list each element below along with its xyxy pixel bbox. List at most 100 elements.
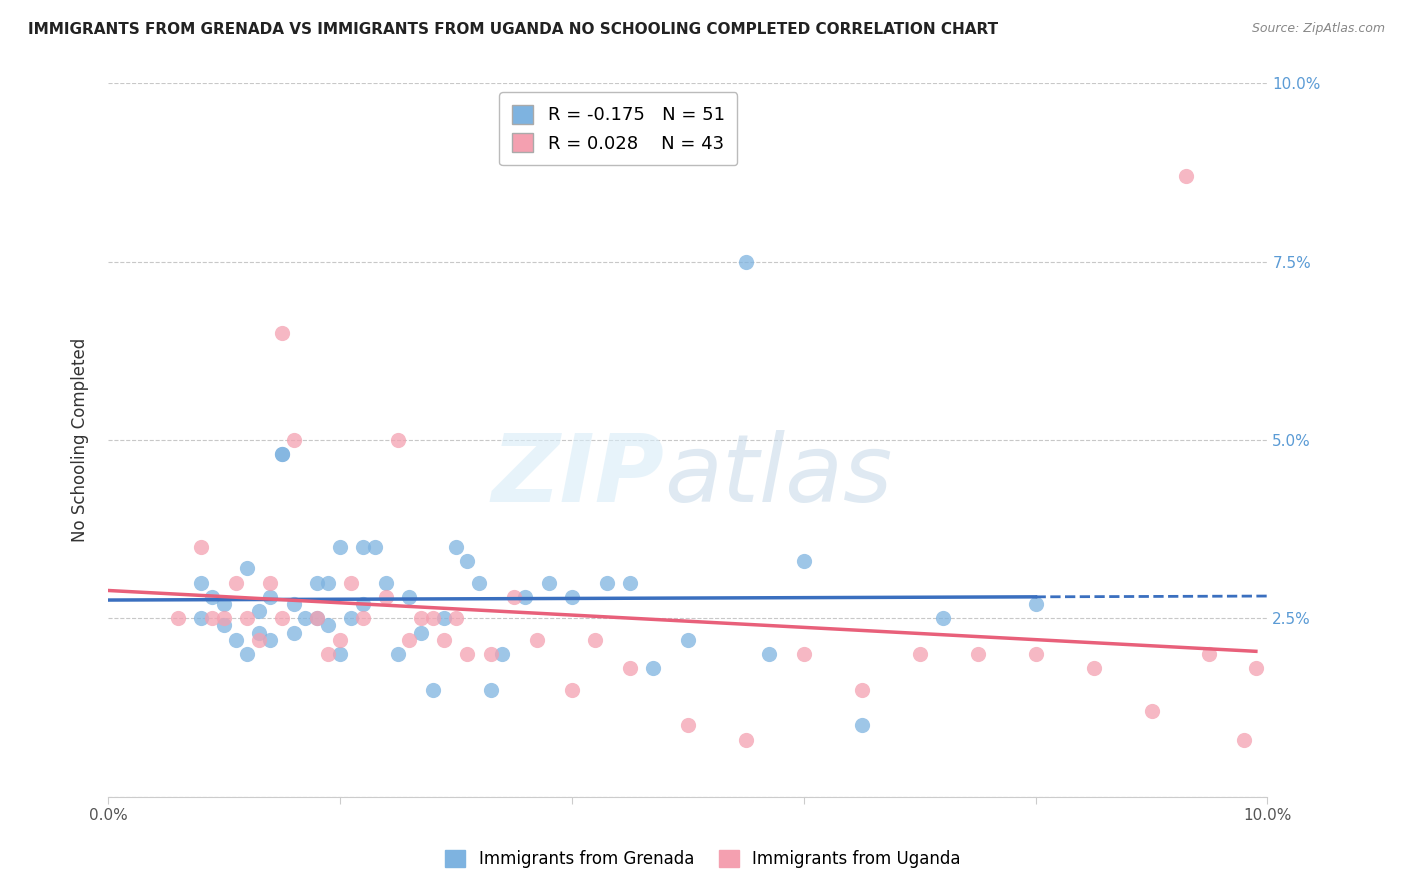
Point [375,590,398,604]
Point [247,625,270,640]
Point [758,647,780,661]
Point [305,611,328,625]
Point [479,682,502,697]
Point [271,611,294,625]
Point [329,540,352,554]
Point [641,661,664,675]
Point [908,647,931,661]
Point [491,647,513,661]
Point [1198,647,1220,661]
Point [1233,732,1256,747]
Point [225,575,247,590]
Point [201,590,224,604]
Point [1140,704,1163,718]
Point [422,611,444,625]
Text: atlas: atlas [665,430,893,521]
Point [1025,597,1047,611]
Point [236,647,259,661]
Point [398,632,420,647]
Text: Source: ZipAtlas.com: Source: ZipAtlas.com [1251,22,1385,36]
Point [676,718,699,732]
Point [190,575,212,590]
Point [676,632,699,647]
Point [329,647,352,661]
Point [259,632,281,647]
Point [259,590,281,604]
Point [456,554,478,568]
Point [851,718,873,732]
Point [433,611,456,625]
Point [422,682,444,697]
Point [283,625,305,640]
Point [225,632,247,647]
Point [398,590,420,604]
Point [734,254,756,268]
Point [734,732,756,747]
Point [409,611,432,625]
Point [793,647,815,661]
Point [468,575,491,590]
Point [444,611,467,625]
Point [212,618,235,632]
Point [502,590,524,604]
Point [305,575,328,590]
Point [247,604,270,618]
Point [305,611,328,625]
Point [201,611,224,625]
Text: ZIP: ZIP [492,430,665,522]
Point [190,540,212,554]
Point [271,447,294,461]
Point [595,575,617,590]
Point [1025,647,1047,661]
Point [352,611,374,625]
Point [259,575,281,590]
Point [515,590,537,604]
Point [294,611,316,625]
Point [561,590,583,604]
Point [433,632,456,647]
Text: IMMIGRANTS FROM GRENADA VS IMMIGRANTS FROM UGANDA NO SCHOOLING COMPLETED CORRELA: IMMIGRANTS FROM GRENADA VS IMMIGRANTS FR… [28,22,998,37]
Point [340,611,363,625]
Point [444,540,467,554]
Point [526,632,548,647]
Point [283,433,305,447]
Point [537,575,560,590]
Point [271,326,294,340]
Point [236,561,259,575]
Point [352,540,374,554]
Point [316,647,339,661]
Y-axis label: No Schooling Completed: No Schooling Completed [72,338,89,542]
Point [932,611,955,625]
Legend: R = -0.175   N = 51, R = 0.028    N = 43: R = -0.175 N = 51, R = 0.028 N = 43 [499,93,737,166]
Point [409,625,432,640]
Point [793,554,815,568]
Point [212,611,235,625]
Point [1083,661,1105,675]
Point [283,597,305,611]
Point [247,632,270,647]
Legend: Immigrants from Grenada, Immigrants from Uganda: Immigrants from Grenada, Immigrants from… [439,843,967,875]
Point [387,433,409,447]
Point [583,632,606,647]
Point [316,575,339,590]
Point [375,575,398,590]
Point [236,611,259,625]
Point [479,647,502,661]
Point [851,682,873,697]
Point [561,682,583,697]
Point [363,540,385,554]
Point [619,661,641,675]
Point [212,597,235,611]
Point [966,647,988,661]
Point [387,647,409,661]
Point [1244,661,1267,675]
Point [190,611,212,625]
Point [271,447,294,461]
Point [619,575,641,590]
Point [456,647,478,661]
Point [316,618,339,632]
Point [340,575,363,590]
Point [329,632,352,647]
Point [166,611,188,625]
Point [1175,169,1198,183]
